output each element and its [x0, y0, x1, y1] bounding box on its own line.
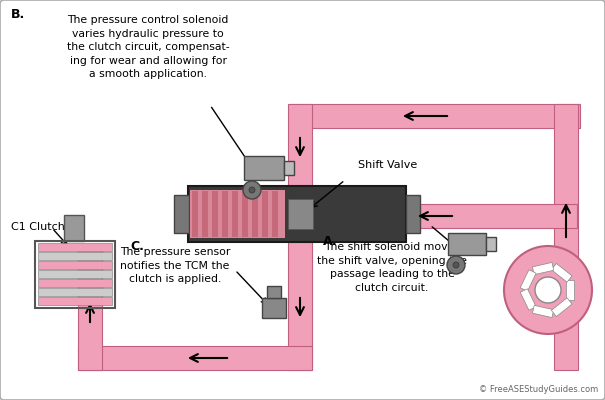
Polygon shape	[551, 298, 572, 316]
Bar	[272, 191, 278, 237]
Bar	[288, 200, 312, 370]
Circle shape	[243, 181, 261, 199]
Bar	[290, 104, 580, 128]
Text: The pressure control solenoid
varies hydraulic pressure to
the clutch circuit, c: The pressure control solenoid varies hyd…	[67, 15, 229, 79]
Text: Shift Valve: Shift Valve	[358, 160, 417, 170]
Polygon shape	[532, 305, 554, 318]
Bar	[35, 241, 115, 308]
Circle shape	[453, 262, 459, 268]
Bar	[174, 195, 189, 233]
Bar	[448, 233, 486, 255]
Text: C.: C.	[130, 240, 144, 253]
Bar	[192, 191, 198, 237]
Circle shape	[535, 277, 561, 303]
Bar	[38, 252, 112, 260]
Bar	[64, 215, 84, 241]
Polygon shape	[566, 280, 574, 300]
Bar	[554, 104, 578, 370]
Bar	[38, 270, 112, 278]
Bar	[38, 288, 112, 296]
Bar	[262, 298, 286, 318]
Bar	[38, 261, 112, 269]
Text: © FreeASEStudyGuides.com: © FreeASEStudyGuides.com	[479, 385, 598, 394]
Bar	[262, 191, 268, 237]
Polygon shape	[532, 262, 554, 275]
Polygon shape	[520, 270, 536, 291]
Bar	[244, 156, 284, 180]
Bar	[406, 195, 420, 233]
Text: A.: A.	[323, 235, 338, 248]
Bar	[394, 204, 577, 228]
Text: Oil
Pump: Oil Pump	[531, 273, 564, 295]
Bar	[78, 250, 102, 370]
Bar	[78, 346, 312, 370]
Bar	[252, 191, 258, 237]
Bar	[190, 190, 285, 238]
Text: C1 Clutch: C1 Clutch	[11, 222, 65, 232]
Bar	[242, 191, 248, 237]
Bar	[38, 297, 112, 305]
Bar	[267, 286, 281, 298]
Bar	[212, 191, 218, 237]
Text: The shift solenoid moves
the shift valve, opening the
passage leading to the
clu: The shift solenoid moves the shift valve…	[317, 242, 467, 293]
Bar	[222, 191, 228, 237]
Polygon shape	[551, 264, 572, 282]
Bar	[288, 199, 313, 229]
Bar	[284, 161, 294, 175]
Bar	[202, 191, 208, 237]
Polygon shape	[520, 289, 536, 310]
Circle shape	[447, 256, 465, 274]
Text: The pressure sensor
notifies the TCM the
clutch is applied.: The pressure sensor notifies the TCM the…	[120, 247, 230, 284]
Bar	[38, 243, 112, 251]
Bar	[232, 191, 238, 237]
Circle shape	[504, 246, 592, 334]
Bar	[188, 186, 406, 242]
Text: B.: B.	[11, 8, 25, 21]
Bar	[288, 104, 312, 228]
Circle shape	[249, 187, 255, 193]
Bar	[486, 237, 496, 251]
Bar	[38, 279, 112, 287]
